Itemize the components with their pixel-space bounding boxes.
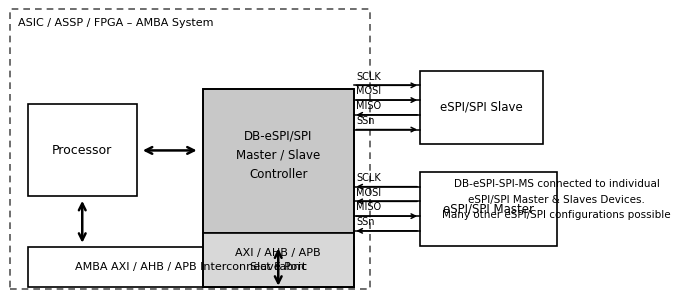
Text: MOSI: MOSI xyxy=(356,188,382,198)
Text: Processor: Processor xyxy=(52,144,113,157)
Text: MOSI: MOSI xyxy=(356,86,382,96)
Bar xyxy=(203,233,354,287)
Text: SSn: SSn xyxy=(356,116,374,126)
Text: SCLK: SCLK xyxy=(356,72,381,82)
Bar xyxy=(28,104,136,196)
Text: DB-eSPI-SPI-MS connected to individual
eSPI/SPI Master & Slaves Devices.
Many ot: DB-eSPI-SPI-MS connected to individual e… xyxy=(442,179,671,220)
Text: ASIC / ASSP / FPGA – AMBA System: ASIC / ASSP / FPGA – AMBA System xyxy=(18,18,213,29)
Text: AMBA AXI / AHB / APB Interconnect Fabric: AMBA AXI / AHB / APB Interconnect Fabric xyxy=(75,262,307,272)
Text: eSPI/SPI Master: eSPI/SPI Master xyxy=(442,202,533,215)
Text: AXI / AHB / APB
Slave Port: AXI / AHB / APB Slave Port xyxy=(235,248,321,272)
Text: SSn: SSn xyxy=(356,217,374,227)
Text: MISO: MISO xyxy=(356,202,382,212)
Text: MISO: MISO xyxy=(356,101,382,111)
Text: eSPI/SPI Slave: eSPI/SPI Slave xyxy=(440,101,523,114)
Bar xyxy=(420,172,556,246)
Bar xyxy=(203,89,354,233)
Text: DB-eSPI/SPI
Master / Slave
Controller: DB-eSPI/SPI Master / Slave Controller xyxy=(236,130,321,181)
Bar xyxy=(10,9,370,289)
Text: SCLK: SCLK xyxy=(356,173,381,183)
Bar xyxy=(203,89,354,287)
Bar xyxy=(420,71,542,144)
Bar xyxy=(28,247,354,287)
